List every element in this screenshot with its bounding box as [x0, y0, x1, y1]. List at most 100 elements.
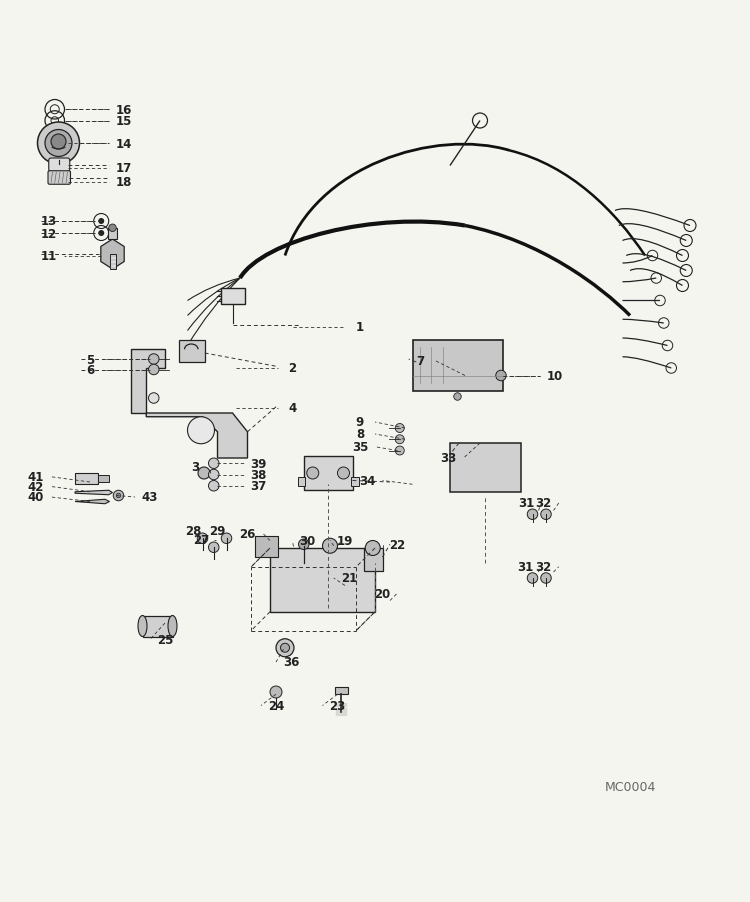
Text: 26: 26 — [239, 527, 256, 540]
Bar — [178, 340, 205, 363]
Text: 36: 36 — [283, 656, 299, 668]
Circle shape — [38, 123, 80, 165]
Text: 27: 27 — [193, 534, 209, 547]
Bar — [334, 687, 348, 695]
Circle shape — [395, 446, 404, 456]
Circle shape — [221, 533, 232, 544]
Text: 8: 8 — [356, 428, 364, 441]
Text: 30: 30 — [299, 534, 316, 548]
Text: 12: 12 — [40, 227, 57, 240]
Circle shape — [307, 467, 319, 480]
FancyBboxPatch shape — [48, 171, 70, 185]
Text: 14: 14 — [116, 137, 132, 151]
Text: 31: 31 — [517, 561, 533, 574]
Circle shape — [148, 364, 159, 375]
Text: 42: 42 — [28, 481, 44, 493]
Circle shape — [395, 424, 404, 433]
Circle shape — [209, 542, 219, 553]
Bar — [413, 340, 503, 391]
Ellipse shape — [168, 616, 177, 637]
Circle shape — [280, 643, 290, 652]
Text: 15: 15 — [116, 115, 132, 128]
Circle shape — [109, 225, 116, 232]
Circle shape — [209, 458, 219, 469]
Bar — [108, 228, 117, 240]
Circle shape — [527, 510, 538, 520]
Bar — [142, 616, 172, 637]
Bar — [110, 254, 116, 270]
Text: 13: 13 — [40, 216, 57, 228]
Polygon shape — [75, 500, 109, 504]
Text: 28: 28 — [185, 525, 202, 538]
Circle shape — [322, 538, 338, 554]
Circle shape — [496, 371, 506, 382]
Text: 23: 23 — [329, 699, 346, 713]
Text: 16: 16 — [116, 104, 132, 116]
Circle shape — [51, 135, 66, 150]
Bar — [351, 477, 358, 486]
Bar — [221, 289, 245, 305]
Text: 34: 34 — [359, 474, 376, 487]
Bar — [304, 456, 352, 490]
Circle shape — [116, 493, 121, 498]
Circle shape — [365, 541, 380, 556]
Bar — [75, 474, 98, 484]
Circle shape — [454, 393, 461, 400]
Text: 19: 19 — [337, 534, 353, 548]
Text: 32: 32 — [536, 497, 552, 510]
Circle shape — [395, 436, 404, 445]
Ellipse shape — [138, 616, 147, 637]
Bar — [270, 548, 375, 612]
Circle shape — [338, 467, 350, 480]
Circle shape — [541, 510, 551, 520]
Text: 4: 4 — [288, 401, 296, 415]
Polygon shape — [131, 350, 165, 413]
Text: 35: 35 — [352, 441, 368, 454]
Text: 20: 20 — [374, 587, 391, 600]
Circle shape — [198, 467, 210, 480]
Bar — [255, 537, 278, 557]
Text: 40: 40 — [28, 491, 44, 504]
Text: 22: 22 — [389, 538, 406, 551]
Text: 41: 41 — [28, 471, 44, 483]
Text: 17: 17 — [116, 162, 132, 175]
Text: 6: 6 — [86, 364, 94, 376]
Text: 38: 38 — [251, 468, 267, 482]
Circle shape — [148, 354, 159, 364]
Text: 33: 33 — [440, 452, 457, 465]
Text: 11: 11 — [40, 250, 57, 262]
Text: 1: 1 — [356, 321, 364, 334]
Text: MC0004: MC0004 — [604, 780, 656, 793]
Text: 9: 9 — [356, 416, 364, 429]
Text: 2: 2 — [289, 362, 296, 375]
Circle shape — [197, 533, 208, 544]
Text: 25: 25 — [157, 633, 173, 647]
Circle shape — [148, 393, 159, 404]
Text: 7: 7 — [416, 354, 424, 368]
Circle shape — [188, 418, 214, 445]
Circle shape — [298, 539, 309, 550]
Text: 43: 43 — [142, 491, 158, 504]
Text: 37: 37 — [251, 480, 267, 492]
Circle shape — [527, 573, 538, 584]
Text: 32: 32 — [536, 561, 552, 574]
Text: 18: 18 — [116, 176, 132, 189]
Circle shape — [45, 131, 72, 157]
Circle shape — [98, 219, 104, 225]
Bar — [364, 548, 382, 571]
Text: 24: 24 — [268, 699, 284, 713]
Circle shape — [270, 686, 282, 698]
Text: 10: 10 — [547, 370, 563, 382]
FancyBboxPatch shape — [49, 159, 70, 172]
Text: 3: 3 — [191, 461, 199, 474]
Circle shape — [113, 491, 124, 502]
Bar — [298, 477, 305, 486]
Bar — [450, 444, 521, 492]
Polygon shape — [146, 413, 248, 458]
Circle shape — [276, 639, 294, 657]
Text: 5: 5 — [86, 353, 94, 366]
Polygon shape — [75, 491, 112, 495]
Text: 29: 29 — [209, 525, 226, 538]
Circle shape — [541, 573, 551, 584]
Text: 39: 39 — [251, 457, 267, 470]
